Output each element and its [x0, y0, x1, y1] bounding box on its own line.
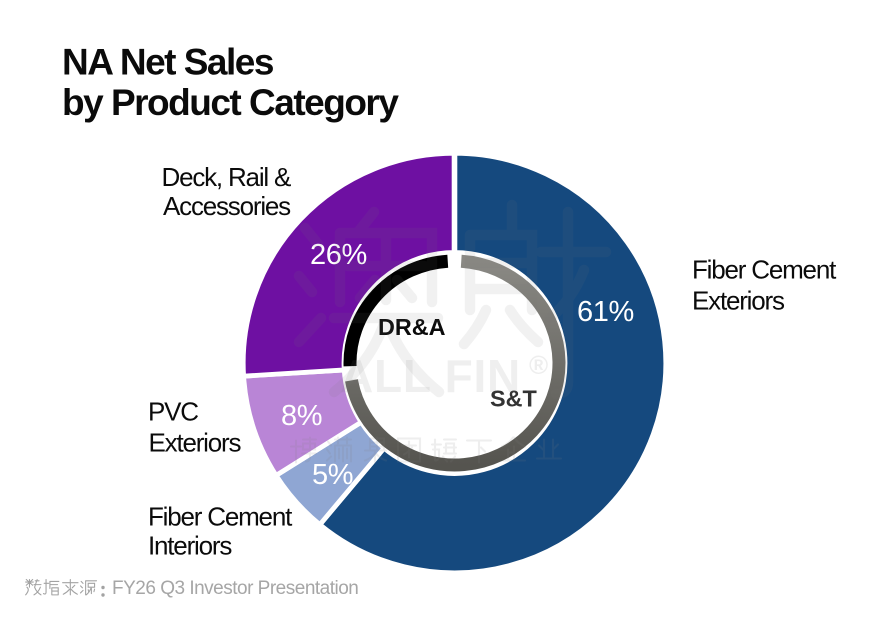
svg-text:Fiber Cement: Fiber Cement: [692, 254, 837, 284]
svg-text:8%: 8%: [281, 400, 322, 432]
svg-text:5%: 5%: [312, 459, 353, 491]
svg-text:DR&A: DR&A: [378, 314, 446, 340]
svg-text:ALL FIN: ALL FIN: [340, 350, 521, 402]
svg-text:61%: 61%: [577, 296, 634, 328]
svg-text:NA Net Sales: NA Net Sales: [62, 42, 274, 83]
svg-text:Exteriors: Exteriors: [692, 286, 785, 316]
svg-text:PVC: PVC: [148, 397, 198, 427]
svg-text:26%: 26%: [310, 239, 367, 271]
svg-text:S&T: S&T: [490, 386, 537, 412]
svg-text:®: ®: [529, 350, 548, 380]
svg-text:Accessories: Accessories: [163, 191, 291, 221]
svg-text:Interiors: Interiors: [148, 531, 232, 561]
svg-text:FY26 Q3 Investor Presentation: FY26 Q3 Investor Presentation: [112, 578, 358, 599]
svg-text:Exteriors: Exteriors: [149, 428, 242, 458]
svg-text:Fiber Cement: Fiber Cement: [148, 501, 293, 531]
svg-text:by Product Category: by Product Category: [62, 82, 399, 123]
svg-text:Deck, Rail &: Deck, Rail &: [162, 162, 291, 192]
